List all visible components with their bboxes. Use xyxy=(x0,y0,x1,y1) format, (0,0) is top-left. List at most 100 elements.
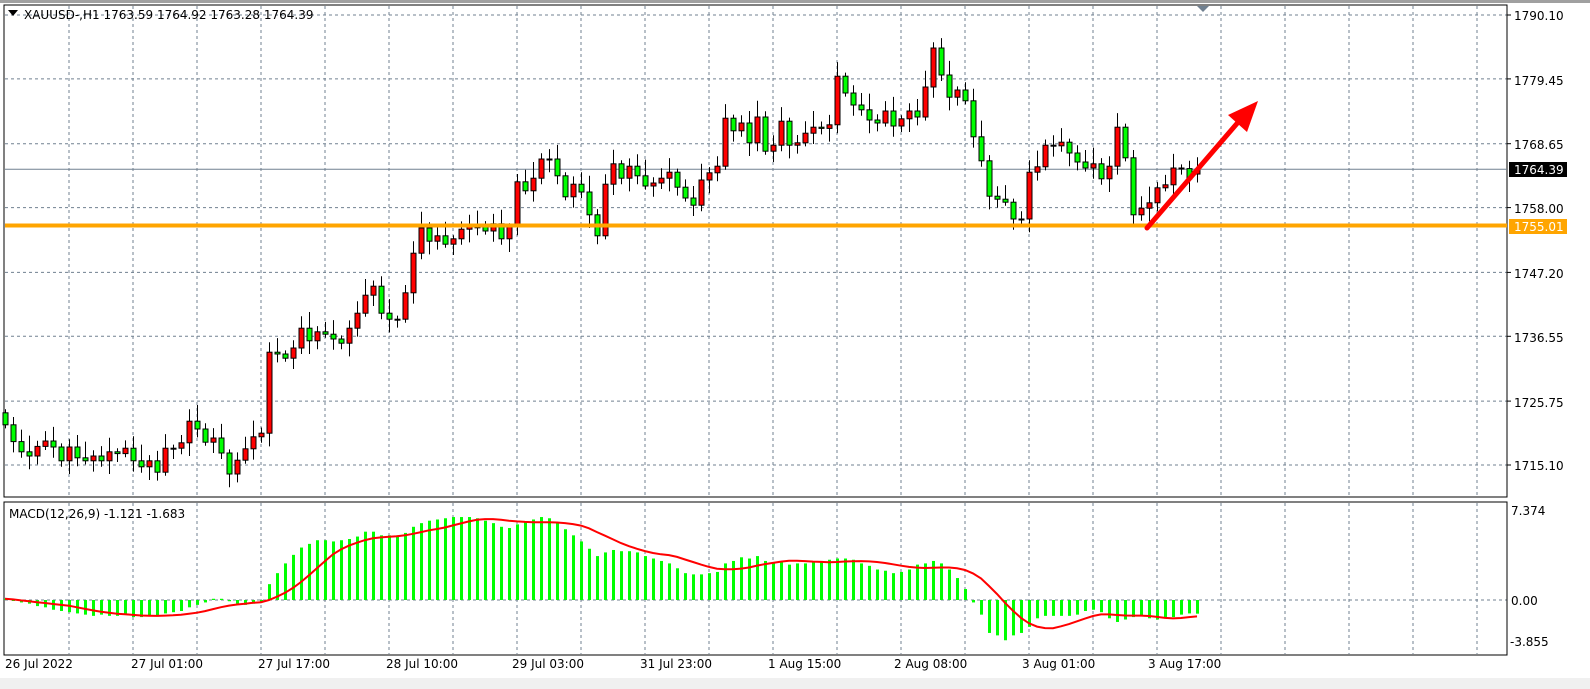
candle xyxy=(138,444,145,473)
bear-candle-body xyxy=(18,441,25,453)
bear-candle-body xyxy=(914,110,921,118)
bull-candle-body xyxy=(1170,167,1177,186)
macd-bar xyxy=(1172,600,1175,618)
candle xyxy=(554,144,561,185)
bull-candle-body xyxy=(250,436,257,450)
bull-candle-body xyxy=(610,163,617,185)
candle xyxy=(306,312,313,354)
macd-bar xyxy=(436,519,439,600)
bear-candle-body xyxy=(98,455,105,462)
bear-candle-body xyxy=(554,158,561,177)
macd-bar xyxy=(596,556,599,600)
candle xyxy=(370,280,377,306)
bull-candle-body xyxy=(802,132,809,144)
low-value: 1763.28 xyxy=(210,8,260,22)
candle xyxy=(1130,150,1137,226)
macd-bar xyxy=(444,518,447,600)
candle xyxy=(1154,182,1161,212)
bear-candle-body xyxy=(730,117,737,132)
bull-candle-body xyxy=(90,455,97,462)
macd-bar xyxy=(1100,600,1103,613)
bear-candle-body xyxy=(338,338,345,344)
candle xyxy=(338,335,345,350)
candle xyxy=(714,156,721,182)
candle xyxy=(674,168,681,196)
trend-arrow[interactable] xyxy=(1144,101,1258,231)
candle xyxy=(898,115,905,132)
candle xyxy=(170,444,177,459)
macd-bar xyxy=(884,570,887,600)
chart-menu-triangle-icon[interactable] xyxy=(8,10,18,16)
macd-bar xyxy=(724,563,727,600)
price-tick: 1790.10 xyxy=(1514,9,1564,23)
bull-candle-body xyxy=(530,177,537,192)
candle xyxy=(1018,211,1025,225)
candle xyxy=(1178,164,1185,175)
candle xyxy=(114,448,121,462)
macd-bar xyxy=(428,520,431,600)
bear-candle-body xyxy=(866,109,873,121)
macd-bar xyxy=(228,600,231,602)
macd-bar xyxy=(332,541,335,600)
macd-bar xyxy=(1196,600,1199,614)
time-label: 27 Jul 17:00 xyxy=(258,657,330,671)
bear-candle-body xyxy=(890,110,897,127)
candle xyxy=(10,417,17,453)
macd-bar xyxy=(684,573,687,600)
candle xyxy=(754,100,761,152)
candle xyxy=(1138,196,1145,221)
bear-candle-body xyxy=(10,424,17,443)
bear-candle-body xyxy=(986,160,993,197)
bull-candle-body xyxy=(234,459,241,475)
bear-candle-body xyxy=(26,451,33,457)
macd-bar xyxy=(860,563,863,600)
candle xyxy=(642,159,649,190)
bull-candle-body xyxy=(882,110,889,124)
candle xyxy=(882,101,889,127)
macd-bar xyxy=(780,562,783,600)
macd-bar xyxy=(852,559,855,600)
price-axis[interactable]: 1790.10 1779.45 1768.65 1758.00 1747.20 … xyxy=(1509,9,1567,473)
time-label: 29 Jul 03:00 xyxy=(512,657,584,671)
bear-candle-body xyxy=(194,420,201,430)
bull-candle-body xyxy=(514,181,521,228)
bull-candle-body xyxy=(770,144,777,152)
macd-bar xyxy=(804,563,807,600)
bull-candle-body xyxy=(1058,141,1065,147)
macd-bar xyxy=(1012,600,1015,636)
macd-bar xyxy=(1044,600,1047,616)
candles xyxy=(2,38,1201,488)
candle xyxy=(1090,147,1097,179)
bear-candle-body xyxy=(330,333,337,340)
bull-candle-body xyxy=(42,440,49,447)
macd-bar xyxy=(924,563,927,600)
bull-candle-body xyxy=(370,285,377,296)
macd-bar xyxy=(308,543,311,600)
macd-bar xyxy=(932,560,935,600)
chart-shift-marker-icon[interactable] xyxy=(1197,6,1209,12)
candle xyxy=(426,222,433,255)
bear-candle-body xyxy=(850,92,857,106)
macd-bar xyxy=(676,568,679,600)
candle xyxy=(218,423,225,459)
macd-bar xyxy=(692,574,695,600)
bear-candle-body xyxy=(154,460,161,473)
candle xyxy=(578,172,585,198)
candle xyxy=(1146,186,1153,222)
macd-pane-border xyxy=(3,501,1508,656)
time-axis[interactable]: 26 Jul 2022 27 Jul 01:00 27 Jul 17:00 28… xyxy=(5,657,1221,671)
candle xyxy=(634,154,641,185)
candle xyxy=(402,285,409,323)
bear-candle-body xyxy=(522,181,529,192)
candle xyxy=(994,186,1001,208)
macd-bar xyxy=(940,563,943,600)
macd-bar xyxy=(908,569,911,600)
candle xyxy=(890,96,897,137)
bear-candle-body xyxy=(1082,161,1089,169)
bull-candle-body xyxy=(346,327,353,344)
macd-bar xyxy=(412,526,415,600)
macd-bar xyxy=(1052,600,1055,616)
candle xyxy=(786,117,793,159)
bear-candle-body xyxy=(994,195,1001,200)
